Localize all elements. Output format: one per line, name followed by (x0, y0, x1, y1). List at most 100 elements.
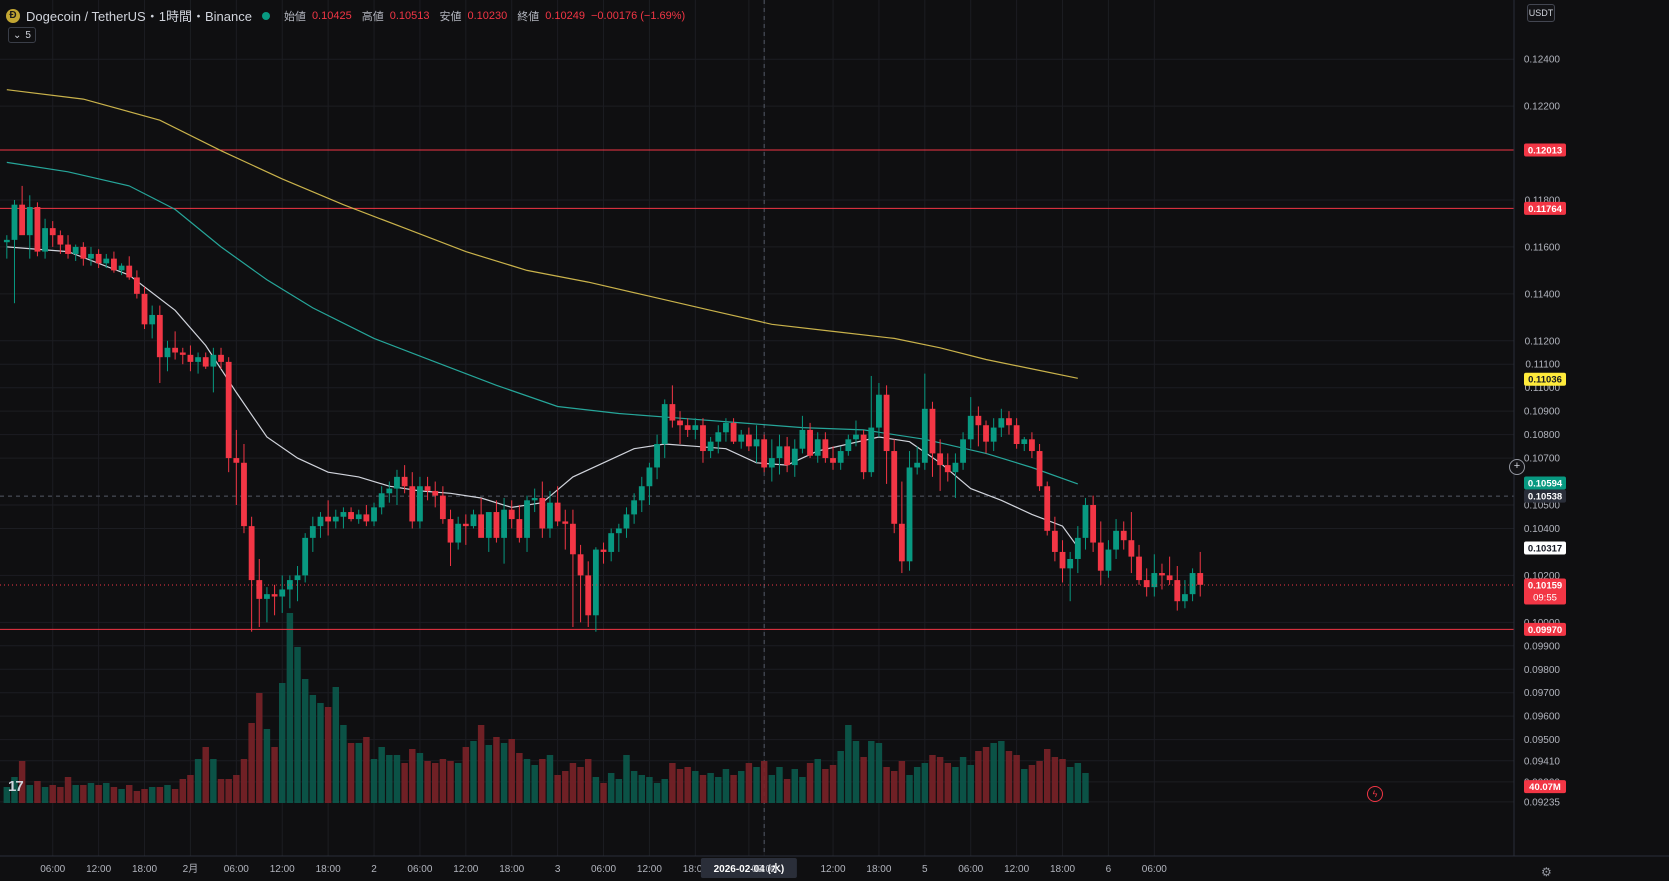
candle-body (745, 434, 752, 447)
price-tag (1524, 622, 1566, 636)
candle-body (88, 253, 94, 259)
price-tag-label: 0.11764 (1528, 204, 1563, 215)
volume-bar (424, 761, 431, 803)
volume-bar (883, 767, 890, 803)
volume-bar (1013, 755, 1020, 803)
volume-bar (829, 765, 837, 803)
candle-body (799, 429, 806, 449)
price-tick-label: 0.09500 (1524, 735, 1561, 746)
candle-body (501, 509, 507, 538)
volume-bar (776, 767, 783, 803)
volume-bar (523, 759, 531, 803)
candle-body (715, 432, 722, 442)
time-tick-label: 06:00 (40, 864, 65, 875)
candle-body (1189, 573, 1196, 595)
volume-bar (1051, 757, 1059, 803)
volume-bar (913, 767, 921, 803)
candle-body (34, 207, 41, 252)
candle-body (822, 439, 829, 459)
lightning-icon[interactable]: ϟ (1367, 786, 1383, 802)
candle-body (508, 509, 515, 520)
candle-body (42, 228, 48, 252)
change-value: −0.00176 (−1.69%) (591, 9, 686, 22)
candle-body (149, 314, 156, 325)
time-tick-label: 12:00 (821, 864, 846, 875)
time-tick-label: 6 (1106, 864, 1112, 875)
market-status-dot-icon (261, 11, 270, 20)
volume-bar (500, 743, 508, 803)
candle-body (791, 448, 798, 466)
candle-body (1120, 530, 1127, 541)
time-tick-label: 03:00 (752, 864, 777, 875)
volume-bar (1036, 761, 1043, 803)
candle-body (600, 549, 607, 552)
candle-body (577, 554, 584, 576)
volume-bar (248, 723, 255, 803)
time-tick-label: 12:00 (270, 864, 295, 875)
volume-bar (1074, 763, 1082, 803)
candle-body (409, 486, 416, 522)
currency-button[interactable]: USDT (1527, 4, 1555, 22)
candle-body (72, 246, 79, 254)
price-tag-label: 0.11036 (1528, 375, 1562, 386)
volume-bar (95, 785, 102, 803)
volume-bar (577, 767, 584, 803)
time-tick-label: 2月 (183, 863, 199, 875)
candle-body (1021, 439, 1028, 445)
volume-bar (791, 769, 798, 803)
volume-bar (768, 775, 776, 803)
candle-body (700, 425, 706, 452)
symbol-title[interactable]: Dogecoin / TetherUS・1時間・Binance (26, 9, 252, 24)
candle-body (562, 521, 569, 524)
volume-bar (340, 725, 347, 803)
volume-bar (852, 741, 860, 803)
volume-bar (806, 763, 814, 803)
candle-body (65, 244, 71, 254)
time-tick-label: 06:00 (407, 864, 432, 875)
candle-body (26, 207, 33, 236)
candle-body (1013, 425, 1020, 445)
candle-body (646, 467, 653, 487)
candle-body (1159, 573, 1165, 576)
volume-bar (439, 759, 447, 803)
price-tag-label: 0.10538 (1528, 492, 1562, 503)
volume-bar (210, 759, 217, 803)
candle-body (1036, 451, 1043, 487)
price-tick-label: 0.09900 (1524, 641, 1561, 652)
candle-body (233, 458, 240, 463)
volume-bar (646, 777, 653, 803)
candle-body (1067, 558, 1074, 569)
candle-body (1051, 530, 1058, 552)
indicators-toggle[interactable]: ⌄ 5 (8, 27, 36, 43)
candle-body (860, 434, 867, 473)
candle-body (394, 476, 400, 489)
candle-body (845, 439, 852, 452)
candle-body (111, 258, 117, 271)
volume-bar (347, 743, 355, 803)
plus-circle-icon[interactable]: + (1509, 459, 1525, 475)
volume-bar (454, 763, 462, 803)
time-tick-label: 3 (555, 864, 561, 875)
volume-bar (187, 775, 194, 803)
volume-bar (80, 785, 87, 803)
candle-body (585, 575, 592, 616)
volume-bar (868, 741, 875, 803)
volume-bar (615, 779, 623, 803)
price-tick-label: 0.10500 (1524, 501, 1561, 512)
volume-bar (271, 747, 278, 803)
volume-bar (875, 743, 883, 803)
open-value: 0.10425 (311, 9, 352, 22)
volume-bar (539, 759, 546, 803)
volume-bar (898, 761, 906, 803)
candle-body (814, 439, 821, 456)
volume-bar (309, 695, 317, 803)
tradingview-logo-icon[interactable]: 17 (8, 778, 24, 795)
volume-bar (707, 773, 714, 803)
candles (3, 185, 1204, 632)
candle-body (179, 352, 186, 355)
symbol-legend: Ð Dogecoin / TetherUS・1時間・Binance 始値 0.10… (6, 6, 685, 25)
time-tick-label: 12:00 (1004, 864, 1029, 875)
gear-icon[interactable]: ⚙ (1541, 865, 1552, 879)
